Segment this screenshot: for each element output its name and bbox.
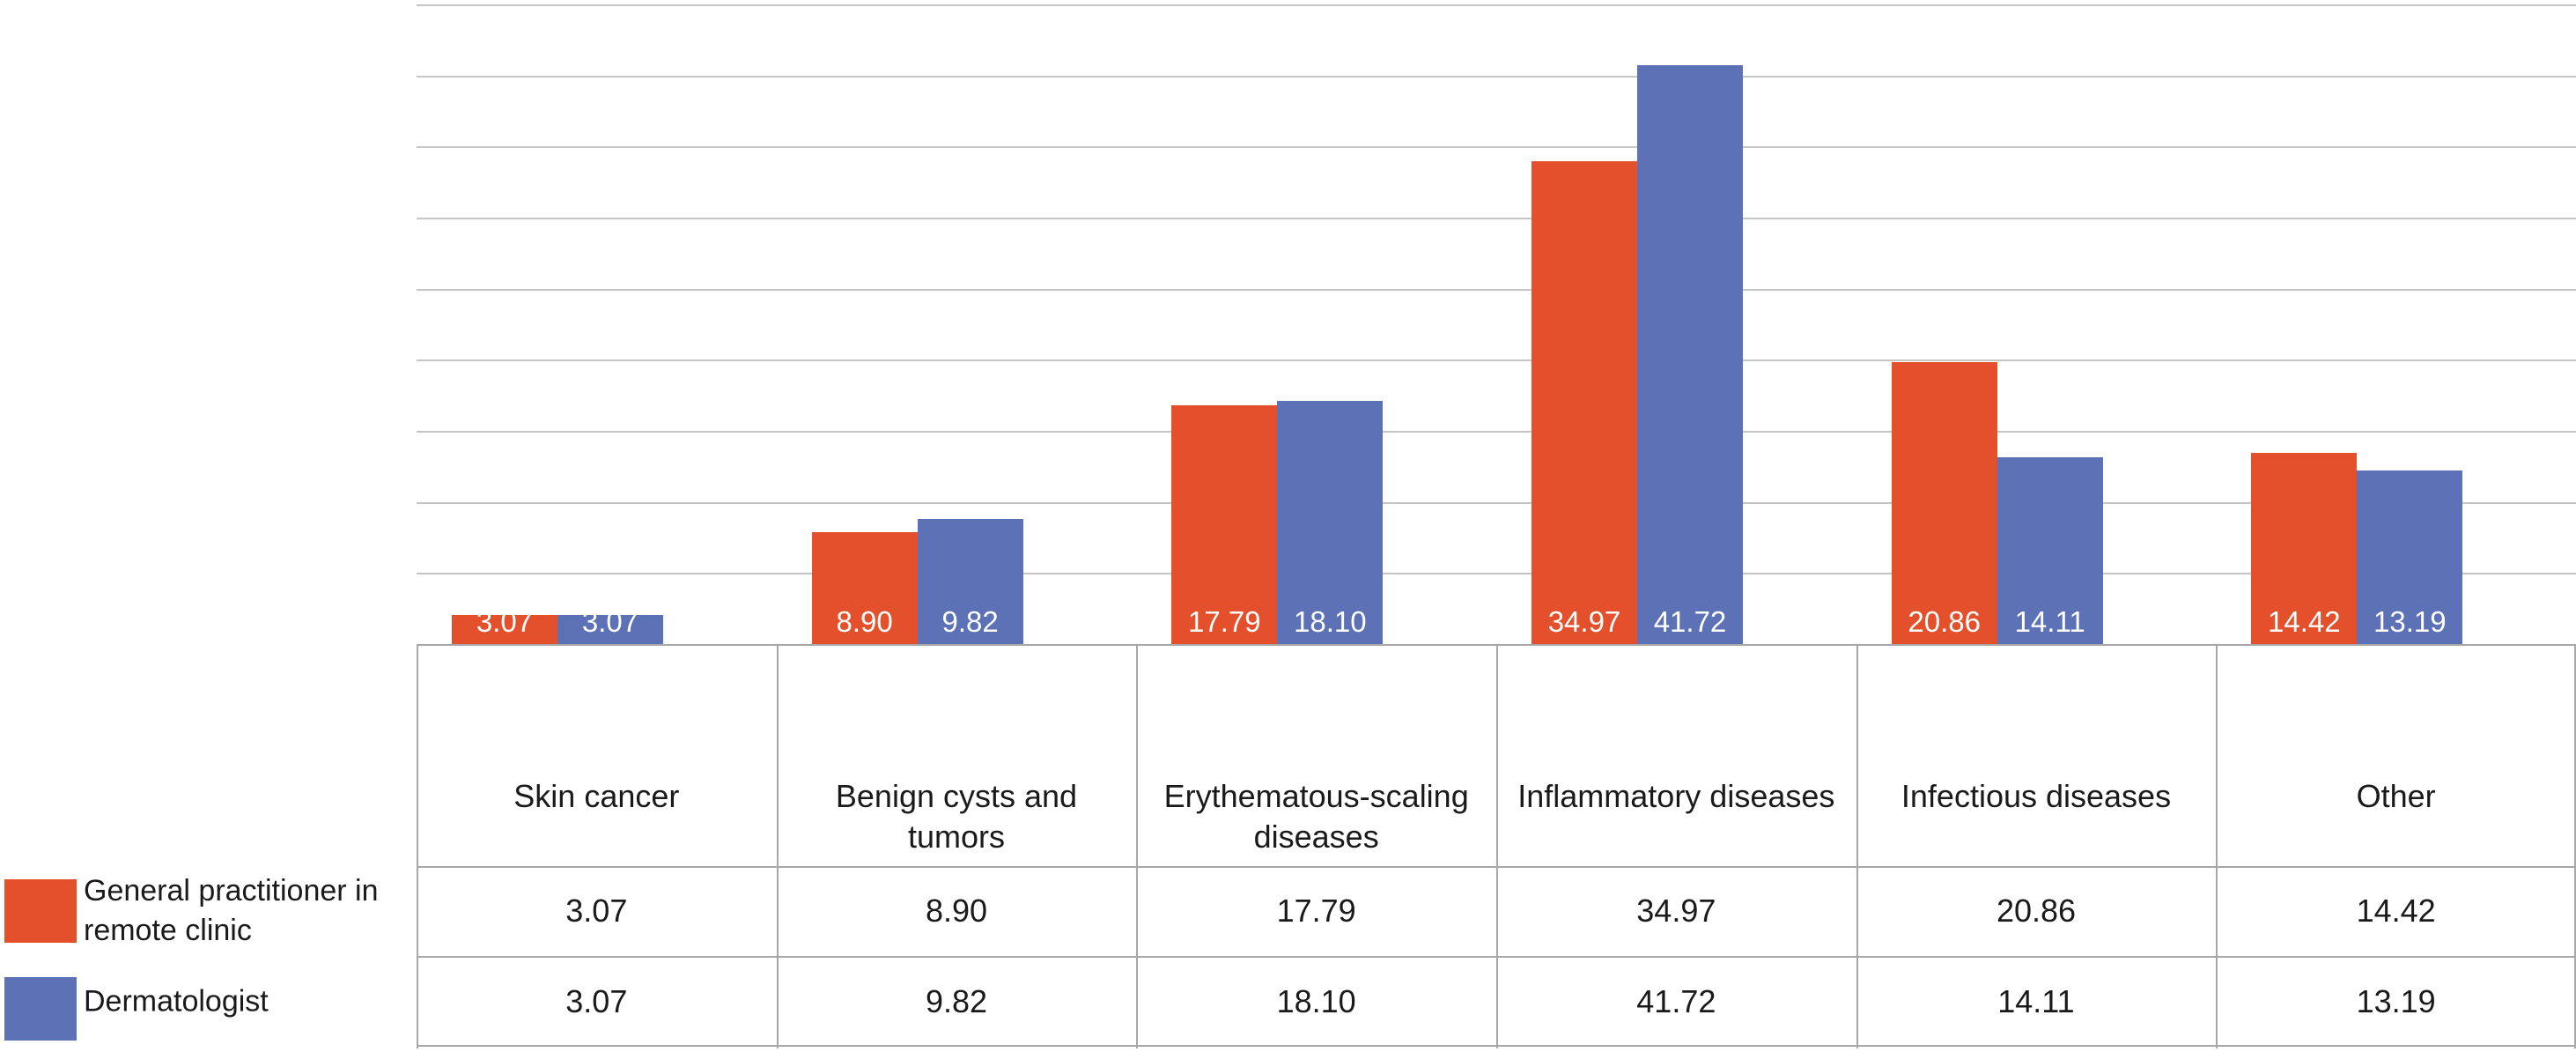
- table-border-vertical: [776, 644, 779, 1048]
- legend-swatch-general-practitioner: [4, 879, 77, 943]
- legend-label-general-practitioner: General practitioner in remote clinic: [84, 874, 379, 947]
- table-value-general-practitioner-in-remote-clinic-inflammatory-diseases: 34.97: [1636, 893, 1716, 929]
- bar-value-label: 9.82: [941, 604, 999, 638]
- table-border-vertical: [417, 644, 418, 1048]
- bar-value-label: 18.10: [1294, 604, 1367, 638]
- table-value-dermatologist-benign-cysts-and-tumors: 9.82: [925, 982, 988, 1019]
- table-value-dermatologist-erythematous-scaling-diseases: 18.10: [1276, 982, 1356, 1019]
- bar-general-practitioner-in-remote-clinic-erythematous-scaling-diseases: 17.79: [1171, 405, 1278, 644]
- gridline: [417, 431, 2576, 433]
- gridline: [417, 4, 2576, 6]
- legend-label-dermatologist: Dermatologist: [84, 984, 269, 1018]
- table-value-general-practitioner-in-remote-clinic-skin-cancer: 3.07: [565, 893, 628, 929]
- table-border-vertical: [2216, 644, 2218, 1048]
- category-label-skin-cancer: Skin cancer: [513, 778, 680, 814]
- table-value-dermatologist-skin-cancer: 3.07: [565, 982, 628, 1019]
- bar-dermatologist-erythematous-scaling-diseases: 18.10: [1277, 401, 1384, 644]
- bar-dermatologist-infectious-diseases: 14.11: [1997, 457, 2103, 644]
- bar-value-label: 17.79: [1188, 604, 1261, 638]
- table-value-dermatologist-infectious-diseases: 14.11: [1997, 982, 2075, 1019]
- bar-dermatologist-skin-cancer: 3.07: [557, 605, 663, 644]
- gridline: [417, 146, 2576, 149]
- bar-value-label: 8.90: [836, 604, 893, 638]
- bar-value-label: 3.07: [581, 604, 639, 638]
- category-label-erythematous-scaling-diseases: Erythematous-scaling diseases: [1163, 778, 1469, 855]
- table-value-general-practitioner-in-remote-clinic-infectious-diseases: 20.86: [1996, 893, 2077, 929]
- bar-value-label: 14.11: [2014, 604, 2085, 638]
- bar-value-label: 20.86: [1908, 604, 1981, 638]
- bar-value-label: 34.97: [1547, 604, 1621, 638]
- table-value-dermatologist-other: 13.19: [2356, 982, 2436, 1019]
- table-value-general-practitioner-in-remote-clinic-other: 14.42: [2356, 893, 2436, 929]
- gridline: [417, 288, 2576, 291]
- bar-general-practitioner-in-remote-clinic-benign-cysts-and-tumors: 8.90: [811, 531, 918, 644]
- category-label-inflammatory-diseases: Inflammatory diseases: [1517, 778, 1835, 814]
- gridline: [417, 359, 2576, 362]
- category-label-infectious-diseases: Infectious diseases: [1901, 778, 2172, 814]
- table-border-vertical: [1856, 644, 1858, 1048]
- bar-dermatologist-benign-cysts-and-tumors: 9.82: [917, 518, 1023, 644]
- gridline: [417, 218, 2576, 219]
- gridline: [417, 501, 2576, 504]
- table-value-general-practitioner-in-remote-clinic-benign-cysts-and-tumors: 8.90: [925, 893, 988, 929]
- bar-general-practitioner-in-remote-clinic-other: 14.42: [2251, 453, 2358, 644]
- gridline: [417, 75, 2576, 78]
- table-value-dermatologist-inflammatory-diseases: 41.72: [1636, 982, 1716, 1019]
- gridline: [417, 573, 2576, 575]
- table-border-vertical: [1496, 644, 1498, 1048]
- legend-entry-dermatologist: Dermatologist: [0, 956, 417, 1047]
- bar-general-practitioner-in-remote-clinic-skin-cancer: 3.07: [452, 605, 557, 644]
- table-border-vertical: [2574, 644, 2576, 1048]
- bar-value-label: 3.07: [476, 604, 534, 638]
- bar-value-label: 13.19: [2373, 604, 2447, 638]
- bar-value-label: 41.72: [1653, 604, 1727, 638]
- bar-value-label: 14.42: [2268, 604, 2341, 638]
- bar-general-practitioner-in-remote-clinic-infectious-diseases: 20.86: [1891, 361, 1997, 644]
- legend-swatch-dermatologist: [4, 977, 77, 1041]
- bar-dermatologist-inflammatory-diseases: 41.72: [1637, 65, 1743, 644]
- category-label-benign-cysts-and-tumors: Benign cysts and tumors: [835, 778, 1078, 855]
- bar-general-practitioner-in-remote-clinic-inflammatory-diseases: 34.97: [1532, 160, 1637, 644]
- legend-entry-general-practitioner: General practitioner in remote clinic: [0, 866, 417, 956]
- table-border-vertical: [1136, 644, 1139, 1048]
- table-value-general-practitioner-in-remote-clinic-erythematous-scaling-diseases: 17.79: [1276, 893, 1356, 929]
- bar-dermatologist-other: 13.19: [2357, 470, 2463, 644]
- category-label-other: Other: [2356, 778, 2436, 814]
